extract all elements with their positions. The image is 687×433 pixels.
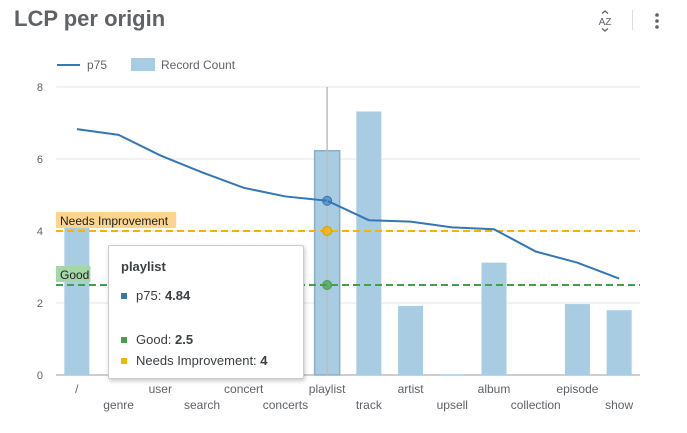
tooltip-ni-label: Needs Improvement: [136, 353, 257, 368]
bar-track [356, 111, 382, 375]
tooltip-title: playlist [121, 259, 166, 274]
chart-legend: p75 Record Count [57, 58, 236, 72]
reference-label: Needs Improvement [60, 214, 169, 228]
bar-episode [564, 304, 590, 375]
p75-line [76, 128, 620, 280]
x-tick-label: genre [103, 398, 134, 412]
legend-label: p75 [87, 58, 107, 72]
y-tick-label: 2 [37, 298, 43, 310]
header-divider [632, 10, 633, 30]
bar-album [481, 262, 507, 375]
good-swatch [121, 336, 127, 343]
legend-bar-swatch [131, 58, 155, 71]
tooltip-good-value: 2.5 [175, 332, 194, 347]
x-tick-label: collection [511, 398, 561, 412]
y-tick-label: 0 [37, 370, 43, 382]
x-tick-label: episode [556, 382, 598, 396]
tooltip-row-good: Good: 2.5 [121, 332, 193, 347]
bar-root [64, 220, 90, 375]
svg-text:AZ: AZ [599, 17, 612, 28]
chart-title: LCP per origin [14, 6, 166, 31]
needs-improvement-marker [322, 226, 333, 236]
sort-az-icon[interactable]: AZ [594, 10, 616, 32]
line-series [76, 128, 620, 280]
tooltip-p75-label: p75: [136, 288, 162, 303]
x-tick-label: show [605, 398, 633, 412]
x-tick-label: concert [224, 382, 264, 396]
y-tick-label: 6 [37, 154, 43, 166]
x-tick-label: search [184, 398, 220, 412]
needs-improvement-swatch [121, 357, 127, 364]
reference-lines: Needs Improvement Good [56, 212, 640, 286]
bar-series [64, 111, 632, 376]
legend-label: Record Count [161, 58, 236, 72]
reference-label-bg [56, 266, 91, 282]
y-axis: 0 2 4 6 8 [37, 82, 43, 382]
chart-tooltip: playlist p75: 4.84 Good: 2.5 Needs Impro… [108, 245, 304, 379]
x-tick-label: upsell [437, 398, 468, 412]
tooltip-row-p75: p75: 4.84 [121, 288, 190, 303]
x-tick-label: album [478, 382, 511, 396]
good-marker [322, 280, 333, 290]
reference-label-bg [56, 212, 177, 228]
bar-artist [398, 305, 424, 375]
x-tick-label: track [356, 398, 383, 412]
x-tick-label: artist [398, 382, 425, 396]
hover-cursor [322, 87, 333, 375]
bar-show [606, 310, 632, 375]
tooltip-row-needs-improvement: Needs Improvement: 4 [121, 353, 268, 368]
x-tick-label: / [75, 382, 79, 396]
bar-upsell [439, 374, 465, 375]
y-tick-label: 8 [37, 82, 43, 94]
x-tick-label: user [149, 382, 172, 396]
tooltip-good-label: Good: [136, 332, 172, 347]
more-vert-icon[interactable] [648, 10, 666, 32]
tooltip-ni-value: 4 [260, 353, 268, 368]
y-tick-label: 4 [37, 226, 43, 238]
x-tick-label: concerts [263, 398, 308, 412]
tooltip-p75-value: 4.84 [164, 288, 191, 303]
x-tick-label: playlist [309, 382, 346, 396]
reference-label: Good [60, 268, 89, 282]
p75-marker [322, 195, 333, 206]
p75-swatch [121, 292, 127, 299]
